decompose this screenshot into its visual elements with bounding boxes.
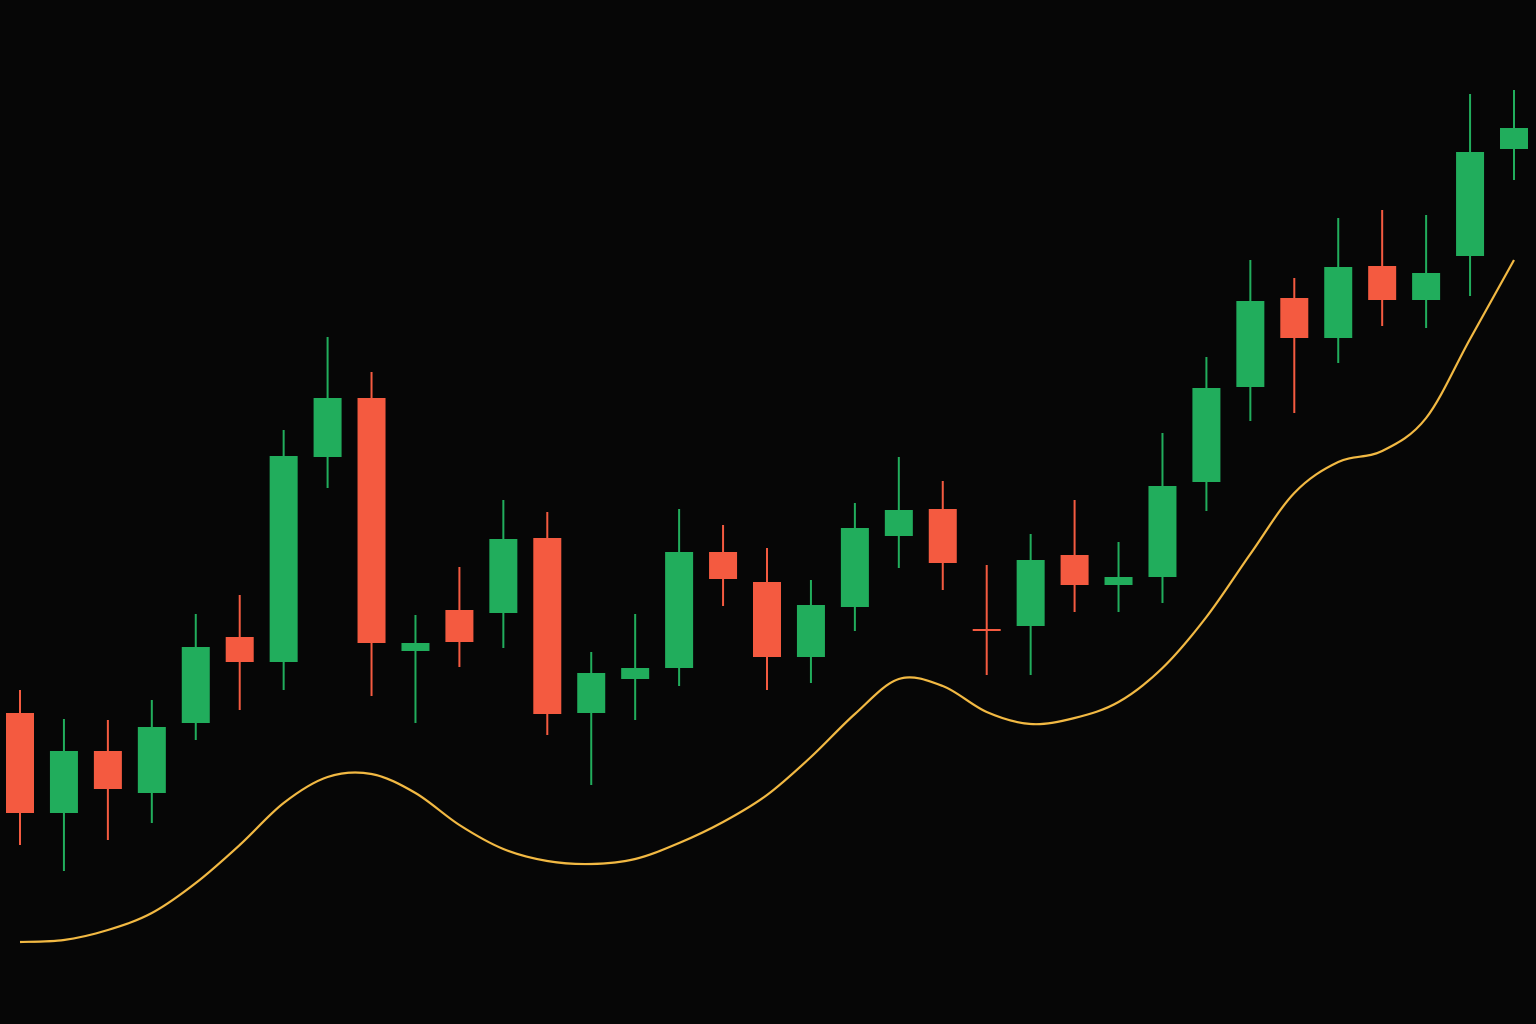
candle-body (225, 637, 254, 662)
candle-body (1192, 388, 1221, 482)
candle-body (884, 510, 913, 536)
candle-body (753, 582, 781, 657)
moving-average-line (19, 259, 1515, 944)
candle-body (1456, 152, 1485, 256)
candle-body (357, 398, 386, 643)
candle-body (137, 727, 166, 793)
candle-body (665, 552, 694, 668)
candle-body (972, 629, 1001, 631)
candle-body (1280, 298, 1309, 338)
candle-body (1236, 301, 1265, 387)
candle-body (313, 398, 342, 457)
candle-body (709, 552, 738, 579)
candle-body (533, 538, 562, 714)
candle-body (1016, 560, 1045, 626)
candle-body (269, 456, 298, 662)
candle-body (1148, 486, 1177, 577)
candle-body (1368, 266, 1397, 300)
candle-body (445, 610, 474, 642)
candle-body (1060, 555, 1089, 585)
candle-body (6, 713, 34, 813)
candle-body (796, 605, 825, 657)
candle-body (1500, 128, 1528, 149)
candle-body (93, 751, 122, 789)
candle-body (1412, 273, 1441, 300)
candle-body (401, 643, 430, 651)
candle-body (621, 668, 650, 679)
candle-body (181, 647, 210, 723)
candle-body (1324, 267, 1353, 338)
candle-body (577, 673, 606, 713)
candle-body (1104, 577, 1133, 585)
candle-body (49, 751, 78, 813)
candle-body (489, 539, 518, 613)
candle-body (928, 509, 957, 563)
candle-body (840, 528, 869, 607)
